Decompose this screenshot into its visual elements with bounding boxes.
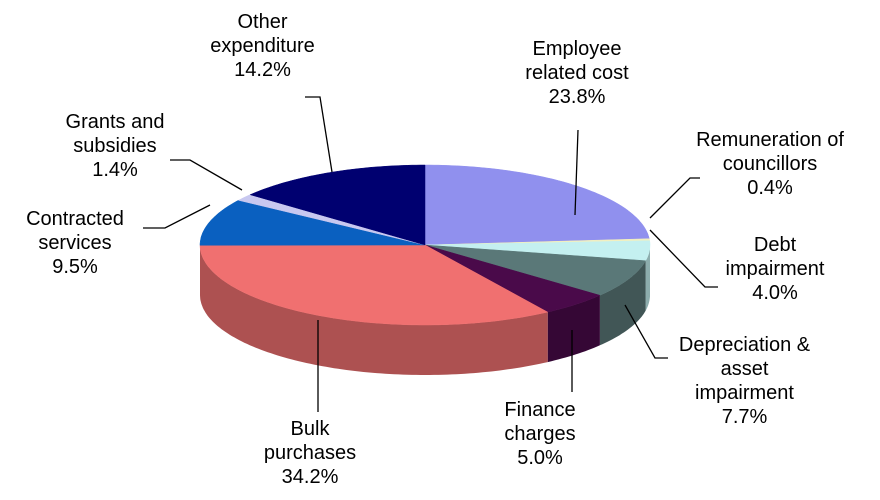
slice: [237, 194, 426, 246]
value-label: 14.2%: [234, 59, 291, 81]
slice: [199, 244, 549, 326]
slice-label: Depreciation & asset impairment 7.7%: [672, 333, 817, 429]
slice-side: [645, 245, 650, 311]
leader-line: [574, 129, 579, 216]
value-label: 5.0%: [517, 447, 563, 469]
slice-label: Bulk purchases 34.2%: [255, 417, 365, 489]
slice-side: [200, 245, 548, 375]
slice: [424, 164, 650, 246]
leader-lines: [143, 96, 718, 412]
category-label: Debt impairment: [725, 234, 825, 280]
value-label: 0.4%: [747, 177, 793, 199]
value-label: 1.4%: [92, 159, 138, 181]
category-label: Other expenditure: [210, 11, 315, 57]
slice: [424, 240, 651, 261]
slice-label: Grants and subsidies 1.4%: [40, 110, 190, 182]
slice-side: [599, 260, 646, 346]
leader-line: [649, 177, 700, 219]
slice-label: Other expenditure 14.2%: [195, 10, 330, 82]
slice-label: Remuneration of councillors 0.4%: [695, 128, 845, 200]
leader-line: [170, 159, 243, 191]
slice-label: Finance charges 5.0%: [490, 398, 590, 470]
value-label: 23.8%: [548, 86, 606, 108]
leader-line: [649, 229, 718, 288]
slice-label: Contracted services 9.5%: [5, 207, 145, 279]
slices: [199, 164, 651, 375]
slice: [424, 244, 601, 313]
slice-label: Debt impairment 4.0%: [720, 233, 830, 305]
slice-label: Employee related cost 23.8%: [502, 37, 652, 109]
leader-line: [624, 304, 668, 359]
category-label: Contracted services: [26, 208, 124, 254]
category-label: Finance charges: [504, 399, 576, 445]
value-label: 4.0%: [752, 282, 798, 304]
value-label: 9.5%: [52, 256, 98, 278]
category-label: Employee related cost: [525, 38, 629, 84]
leader-line: [305, 96, 333, 173]
slice-side: [547, 295, 600, 363]
slice: [424, 244, 647, 296]
slice: [199, 200, 426, 246]
leader-line: [143, 204, 211, 229]
value-label: 34.2%: [281, 466, 339, 488]
slice: [249, 164, 426, 246]
category-label: Bulk purchases: [263, 418, 357, 464]
value-label: 7.7%: [721, 406, 768, 428]
category-label: Depreciation & asset impairment: [678, 334, 811, 404]
category-label: Grants and subsidies: [65, 111, 165, 157]
category-label: Remuneration of councillors: [696, 129, 844, 175]
